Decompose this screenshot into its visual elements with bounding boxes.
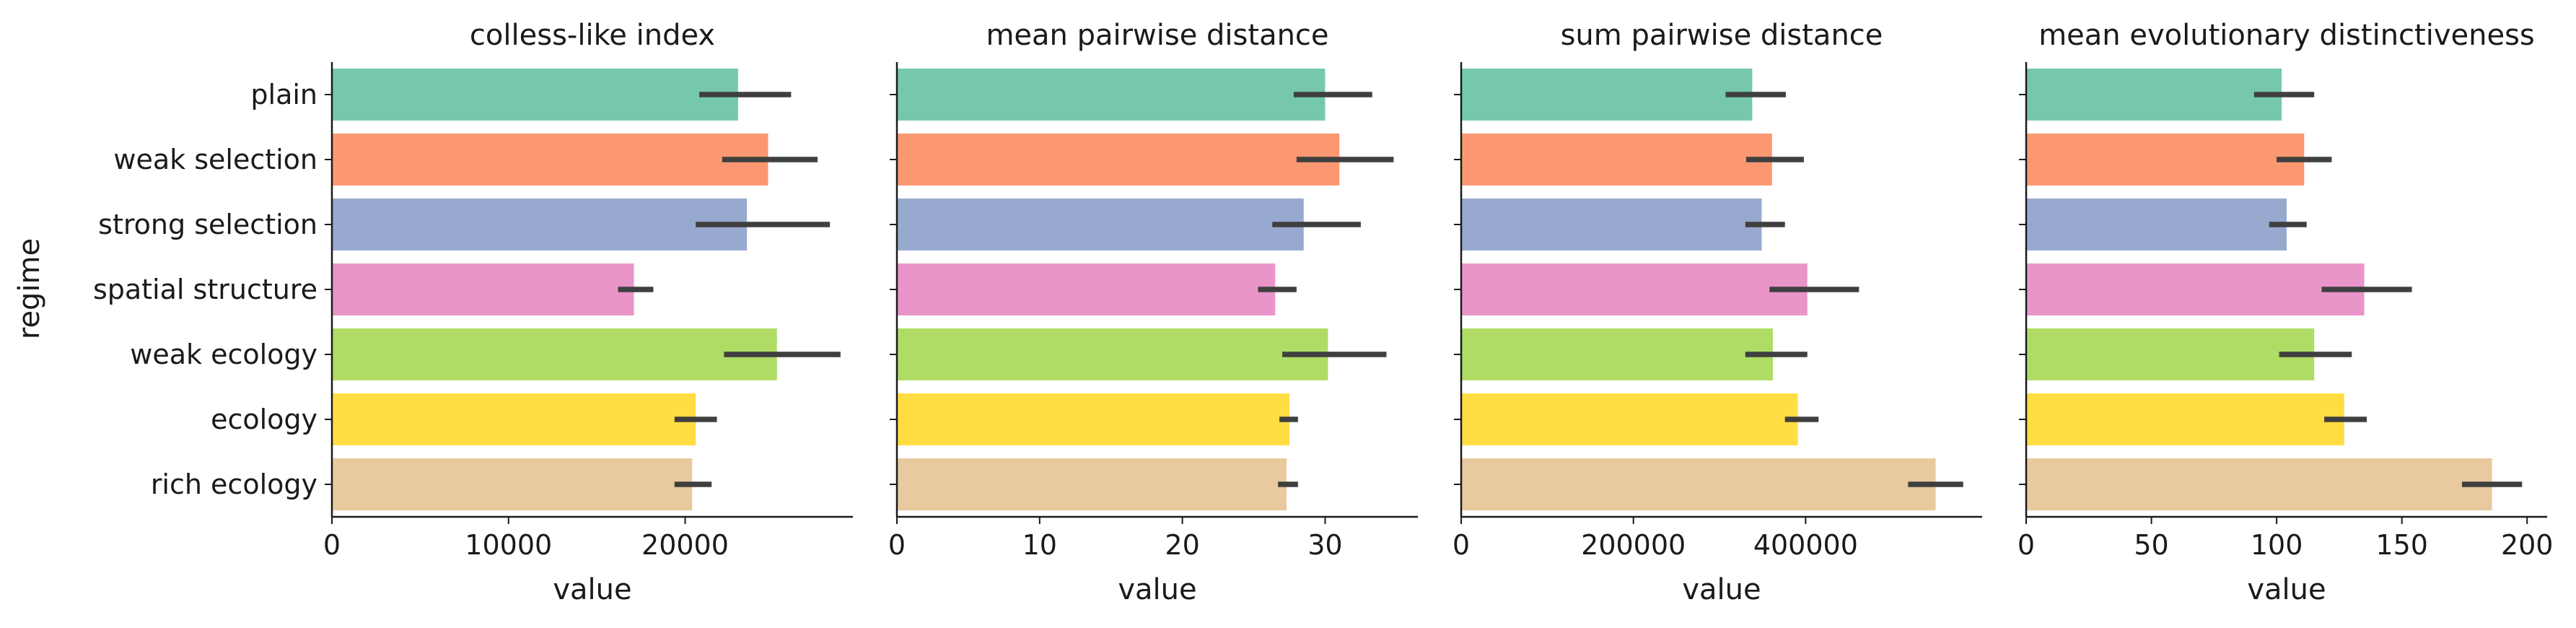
y-tick-label: strong selection (98, 209, 317, 240)
y-tick-label: ecology (211, 404, 317, 435)
panel-mean-evolutionary-distinctiveness: mean evolutionary distinctiveness 0 50 100 1… (2018, 19, 2554, 606)
x-tick-label: 50 (2134, 529, 2168, 561)
x-tick-label: 0 (323, 529, 341, 561)
bar-plain (2026, 69, 2282, 121)
bar-spatial-structure (2026, 263, 2365, 315)
x-tick-label: 0 (888, 529, 906, 561)
x-tick-label: 100 (2251, 529, 2303, 561)
x-axis-label: value (2247, 573, 2326, 606)
bar-rich-ecology (897, 458, 1287, 510)
bar-weak-ecology (2026, 328, 2315, 380)
x-tick-label: 10000 (465, 529, 552, 561)
bar-plain (897, 69, 1326, 121)
bar-weak-ecology (332, 328, 777, 380)
bar-rich-ecology (2026, 458, 2492, 510)
x-tick-label: 20000 (641, 529, 729, 561)
panel-title: mean evolutionary distinctiveness (2038, 19, 2535, 52)
x-tick-label: 400000 (1753, 529, 1858, 561)
x-tick-label: 200 (2501, 529, 2554, 561)
x-tick-label: 10 (1022, 529, 1057, 561)
x-tick-label: 150 (2375, 529, 2428, 561)
panel-sum-pairwise-distance: sum pairwise distance 0 200000 400000 value (1453, 19, 1982, 606)
bar-spatial-structure (1461, 263, 1808, 315)
bar-weak-ecology (1461, 328, 1774, 380)
x-axis-label: value (553, 573, 631, 606)
bar-strong-selection (2026, 199, 2287, 250)
bar-ecology (2026, 393, 2344, 445)
x-tick-label: 30 (1307, 529, 1342, 561)
bar-weak-selection (332, 134, 768, 186)
bar-strong-selection (1461, 199, 1762, 250)
bar-weak-ecology (897, 328, 1328, 380)
bar-spatial-structure (332, 263, 634, 315)
bar-weak-selection (1461, 134, 1772, 186)
panel-mean-pairwise-distance: mean pairwise distance 0 10 20 30 value (888, 19, 1418, 606)
x-tick-label: 0 (2018, 529, 2035, 561)
x-axis-label: value (1682, 573, 1761, 606)
facet-panels: colless-like index plain weak selection str… (93, 19, 2554, 606)
y-tick-label: spatial structure (93, 274, 317, 305)
panel-title: sum pairwise distance (1561, 19, 1883, 52)
bar-strong-selection (897, 199, 1304, 250)
bar-strong-selection (332, 199, 748, 250)
y-tick-label: weak ecology (130, 339, 317, 370)
x-axis-label: value (1118, 573, 1196, 606)
bar-weak-selection (2026, 134, 2305, 186)
bar-ecology (897, 393, 1289, 445)
bar-ecology (332, 393, 696, 445)
x-tick-label: 200000 (1581, 529, 1686, 561)
y-tick-label: plain (250, 79, 317, 110)
panel-title: mean pairwise distance (986, 19, 1328, 52)
bar-plain (1461, 69, 1753, 121)
x-tick-label: 0 (1453, 529, 1470, 561)
y-axis-label: regime (13, 238, 46, 339)
bar-weak-selection (897, 134, 1340, 186)
y-tick-label: weak selection (113, 144, 317, 175)
x-tick-label: 20 (1165, 529, 1199, 561)
bar-plain (332, 69, 738, 121)
panel-title: colless-like index (470, 19, 715, 52)
bar-ecology (1461, 393, 1798, 445)
bar-rich-ecology (1461, 458, 1936, 510)
panel-colless-like-index: colless-like index plain weak selection str… (93, 19, 853, 606)
bar-spatial-structure (897, 263, 1276, 315)
y-tick-label: rich ecology (151, 468, 317, 500)
bar-rich-ecology (332, 458, 693, 510)
